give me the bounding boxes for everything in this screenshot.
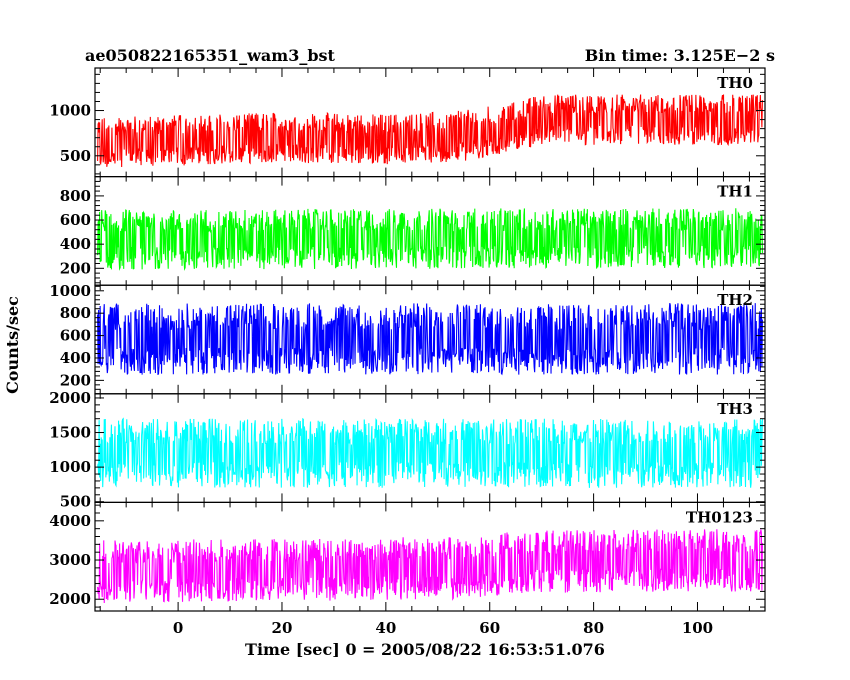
x-axis-label: Time [sec] 0 = 2005/08/22 16:53:51.076 bbox=[245, 640, 605, 659]
panel-th0123: 2000 3000 4000 TH0123 bbox=[49, 501, 766, 612]
y-tick-label: 500 bbox=[60, 147, 91, 165]
x-tick-label: 20 bbox=[272, 619, 293, 637]
trace-th1 bbox=[97, 208, 763, 271]
y-tick-label: 200 bbox=[60, 371, 91, 389]
y-axis-label: Counts/sec bbox=[3, 296, 22, 394]
panels-group: 500 1000 TH0 200 400 600 800 TH1 200 400 600 800 100… bbox=[49, 67, 766, 612]
trace-th3 bbox=[97, 417, 763, 488]
y-tick-label: 1000 bbox=[49, 282, 91, 300]
y-tick-label: 1500 bbox=[49, 424, 91, 442]
panel-label: TH0 bbox=[717, 74, 753, 92]
panel-label: TH3 bbox=[717, 400, 753, 418]
trace-th2 bbox=[97, 303, 763, 376]
y-tick-label: 2000 bbox=[49, 389, 91, 407]
y-tick-label: 600 bbox=[60, 211, 91, 229]
y-tick-label: 3000 bbox=[49, 551, 91, 569]
y-tick-label: 800 bbox=[60, 304, 91, 322]
trace-th0 bbox=[97, 94, 763, 167]
x-axis: 0 20 40 60 80 100 bbox=[173, 619, 713, 637]
y-tick-label: 2000 bbox=[49, 590, 91, 608]
y-tick-label: 400 bbox=[60, 235, 91, 253]
panel-th1: 200 400 600 800 TH1 bbox=[60, 176, 766, 286]
panel-label: TH2 bbox=[717, 291, 753, 309]
y-tick-label: 1000 bbox=[49, 102, 91, 120]
y-tick-label: 800 bbox=[60, 187, 91, 205]
y-tick-label: 400 bbox=[60, 349, 91, 367]
panel-th3: 500 1000 1500 2000 TH3 bbox=[49, 389, 766, 511]
y-tick-label: 1000 bbox=[49, 458, 91, 476]
x-tick-label: 60 bbox=[479, 619, 500, 637]
y-tick-label: 200 bbox=[60, 259, 91, 277]
chart-title: ae050822165351_wam3_bst bbox=[85, 46, 336, 65]
panel-th0: 500 1000 TH0 bbox=[49, 67, 766, 178]
x-tick-label: 80 bbox=[583, 619, 604, 637]
panel-label: TH0123 bbox=[686, 508, 753, 526]
x-tick-label: 0 bbox=[173, 619, 183, 637]
panel-frame bbox=[94, 501, 766, 612]
y-tick-label: 4000 bbox=[49, 512, 91, 530]
x-tick-label: 100 bbox=[682, 619, 713, 637]
y-tick-label: 500 bbox=[60, 493, 91, 511]
panel-label: TH1 bbox=[717, 183, 753, 201]
panel-th2: 200 400 600 800 1000 TH2 bbox=[49, 282, 766, 395]
trace-th0123 bbox=[97, 529, 763, 604]
x-tick-label: 40 bbox=[375, 619, 396, 637]
y-tick-label: 600 bbox=[60, 327, 91, 345]
bin-time-label: Bin time: 3.125E−2 s bbox=[585, 46, 775, 65]
